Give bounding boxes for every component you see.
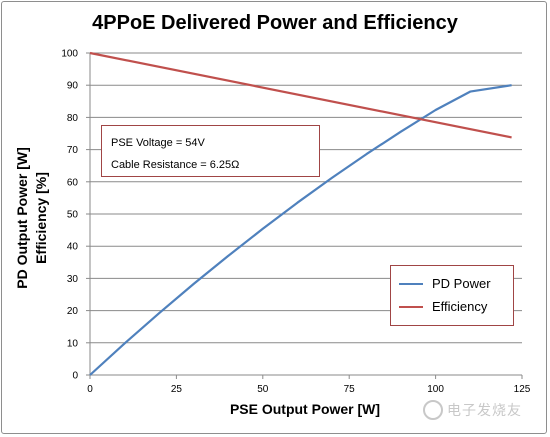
y-tick-labels: 0 10 20 30 40 50 60 70 80 90 100 [61, 49, 78, 382]
series-line-efficiency [89, 51, 512, 139]
x-tick-label-100: 100 [427, 384, 444, 395]
watermark-text: 电子发烧友 [447, 403, 522, 419]
annotation-box: PSE Voltage = 54V Cable Resistance = 6.2… [101, 125, 320, 177]
y-tick-label-70: 70 [67, 145, 79, 156]
y-tick-label-30: 30 [67, 274, 79, 285]
legend-label-pd-power: PD Power [432, 276, 491, 291]
legend-item-pd-power: PD Power [399, 272, 513, 295]
legend-label-efficiency: Efficiency [432, 299, 488, 314]
y-tick-label-100: 100 [61, 49, 78, 60]
y-tick-label-40: 40 [67, 242, 79, 253]
annotation-cable-resistance: Cable Resistance = 6.25Ω [111, 159, 240, 171]
axes [86, 52, 523, 379]
y-tick-label-0: 0 [72, 371, 78, 382]
series-line-pd-power [89, 84, 512, 376]
y-tick-label-20: 20 [67, 306, 79, 317]
chart-title: 4PPoE Delivered Power and Efficiency [92, 12, 458, 34]
x-tick-label-25: 25 [171, 384, 183, 395]
y-tick-label-80: 80 [67, 113, 79, 124]
x-tick-labels: 0 25 50 75 100 125 [87, 384, 531, 395]
series-lines [89, 51, 512, 376]
annotation-pse-voltage: PSE Voltage = 54V [111, 137, 205, 149]
legend: PD Power Efficiency [390, 265, 514, 326]
y-tick-label-90: 90 [67, 81, 79, 92]
watermark: 电子发烧友 [423, 396, 548, 424]
legend-swatch-pd-power [399, 282, 423, 285]
y-tick-label-10: 10 [67, 338, 79, 349]
x-tick-label-0: 0 [87, 384, 93, 395]
y-tick-label-60: 60 [67, 177, 79, 188]
watermark-logo-icon [423, 400, 443, 420]
y-tick-label-50: 50 [67, 210, 79, 221]
x-tick-label-125: 125 [514, 384, 531, 395]
x-tick-label-75: 75 [344, 384, 356, 395]
legend-swatch-efficiency [399, 305, 423, 308]
x-axis-label: PSE Output Power [W] [229, 401, 381, 417]
x-tick-label-50: 50 [257, 384, 269, 395]
legend-item-efficiency: Efficiency [399, 295, 513, 318]
